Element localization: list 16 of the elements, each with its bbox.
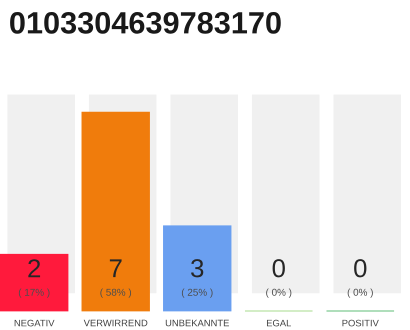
data-label: 0	[272, 259, 285, 278]
data-label: 7	[110, 260, 122, 278]
x-tick-label: UNBEKANNTE	[166, 320, 229, 326]
chart-title: 0103304639783170	[10, 12, 281, 34]
annotation: ( 0% )	[266, 288, 292, 298]
x-tick-label: NEGATIV	[14, 320, 54, 327]
data-label: 3	[191, 259, 204, 278]
data-label: 2	[28, 259, 40, 278]
x-tick-label: POSITIV	[342, 320, 379, 327]
x-tick-label: EGAL	[266, 320, 291, 327]
annotation: ( 25% )	[182, 288, 213, 298]
x-tick-label: VERWIRREND	[84, 320, 148, 326]
annotation: ( 58% )	[100, 288, 132, 298]
annotation: ( 17% )	[18, 288, 50, 298]
annotation: ( 0% )	[348, 288, 373, 298]
data-label: 0	[354, 259, 366, 278]
